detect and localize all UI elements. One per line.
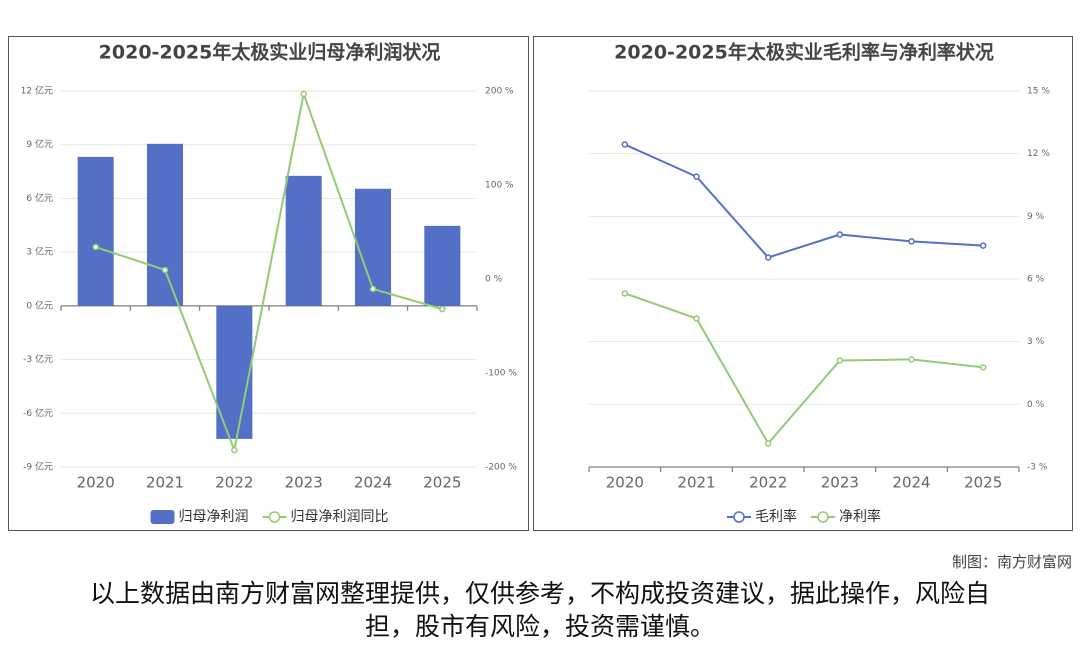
- disclaimer: 以上数据由南方财富网整理提供，仅供参考，不构成投资建议，据此操作，风险自担，股市…: [89, 579, 990, 641]
- credit: 制图：南方财富网: [951, 553, 1072, 571]
- point: [161, 266, 169, 274]
- point: [92, 243, 99, 251]
- y2-tick-label: 9 %: [1027, 212, 1045, 222]
- legend-swatch: [150, 510, 175, 524]
- point: [764, 440, 772, 447]
- point: [300, 90, 307, 98]
- y-tick-label: 3 亿元: [26, 246, 53, 258]
- legend-swatch: [817, 511, 829, 523]
- point: [836, 357, 844, 364]
- line: [624, 143, 984, 259]
- legend-label: 净利率: [839, 508, 881, 525]
- y2-tick-label: 15 %: [1027, 87, 1050, 97]
- point: [439, 305, 446, 313]
- chart-panel: 2020-2025年太极实业毛利率与净利率状况 -3 % 0 % 3 % 6 % 9 % 1…: [533, 36, 1073, 531]
- point: [979, 364, 987, 371]
- y2-tick-label: 3 %: [1027, 337, 1045, 347]
- line: [624, 292, 984, 446]
- point: [908, 356, 915, 363]
- x-tick-label: 2021: [146, 474, 184, 492]
- legend: 归母净利润 归母净利润同比: [150, 508, 389, 525]
- x-tick-label: 2023: [821, 474, 859, 492]
- x-tick-label: 2025: [423, 474, 461, 492]
- x-tick-label: 2021: [677, 474, 715, 492]
- x-tick-label: 2023: [285, 474, 323, 492]
- y2-tick-label: 200 %: [485, 87, 514, 97]
- point: [693, 173, 700, 180]
- y2-tick-label: 100 %: [485, 181, 514, 191]
- x-tick-label: 2022: [749, 474, 787, 492]
- y-tick-label: 0 亿元: [26, 299, 53, 311]
- point: [979, 242, 987, 249]
- y-tick-label: -3 亿元: [23, 353, 53, 365]
- chart-panel: 2020-2025年太极实业归母净利润状况 -9 亿元 -6 亿元 -3 亿元 0 亿元…: [8, 36, 529, 531]
- point: [621, 141, 629, 148]
- x-tick-label: 2024: [892, 474, 930, 492]
- legend-label: 归母净利润: [179, 508, 249, 525]
- y2-tick-label: -200 %: [485, 463, 517, 473]
- y-tick-label: 9 亿元: [26, 138, 53, 150]
- x-tick-label: 2020: [77, 474, 115, 492]
- line: [95, 90, 443, 454]
- legend-swatch: [733, 511, 745, 523]
- legend: 毛利率 净利率: [727, 508, 881, 525]
- y2-tick-label: -100 %: [485, 369, 517, 379]
- y-tick-label: -9 亿元: [23, 461, 53, 473]
- legend-label: 归母净利润同比: [291, 508, 389, 525]
- chart-title: 2020-2025年太极实业归母净利润状况: [99, 41, 441, 64]
- legend-label: 毛利率: [755, 508, 797, 525]
- bar: [285, 175, 322, 306]
- point: [908, 238, 915, 245]
- point: [836, 231, 844, 238]
- bar: [146, 143, 184, 306]
- x-tick-label: 2022: [215, 474, 253, 492]
- point: [231, 446, 238, 454]
- y2-tick-label: 0 %: [485, 275, 503, 285]
- x-tick-label: 2025: [964, 474, 1002, 492]
- point: [369, 285, 377, 293]
- bar: [424, 225, 461, 306]
- point: [764, 254, 772, 261]
- y2-tick-label: -3 %: [1027, 463, 1048, 473]
- x-tick-label: 2024: [354, 474, 392, 492]
- legend-swatch: [268, 511, 281, 523]
- point: [693, 315, 700, 322]
- y-tick-label: 6 亿元: [26, 192, 53, 204]
- y2-tick-label: 6 %: [1027, 275, 1045, 285]
- y-tick-label: -6 亿元: [23, 407, 53, 419]
- point: [621, 290, 629, 297]
- x-tick-label: 2020: [606, 474, 644, 492]
- y2-tick-label: 0 %: [1027, 400, 1045, 410]
- chart-title: 2020-2025年太极实业毛利率与净利率状况: [614, 41, 994, 64]
- y2-tick-label: 12 %: [1027, 149, 1050, 159]
- bar: [77, 156, 114, 306]
- y-tick-label: 12 亿元: [21, 85, 53, 97]
